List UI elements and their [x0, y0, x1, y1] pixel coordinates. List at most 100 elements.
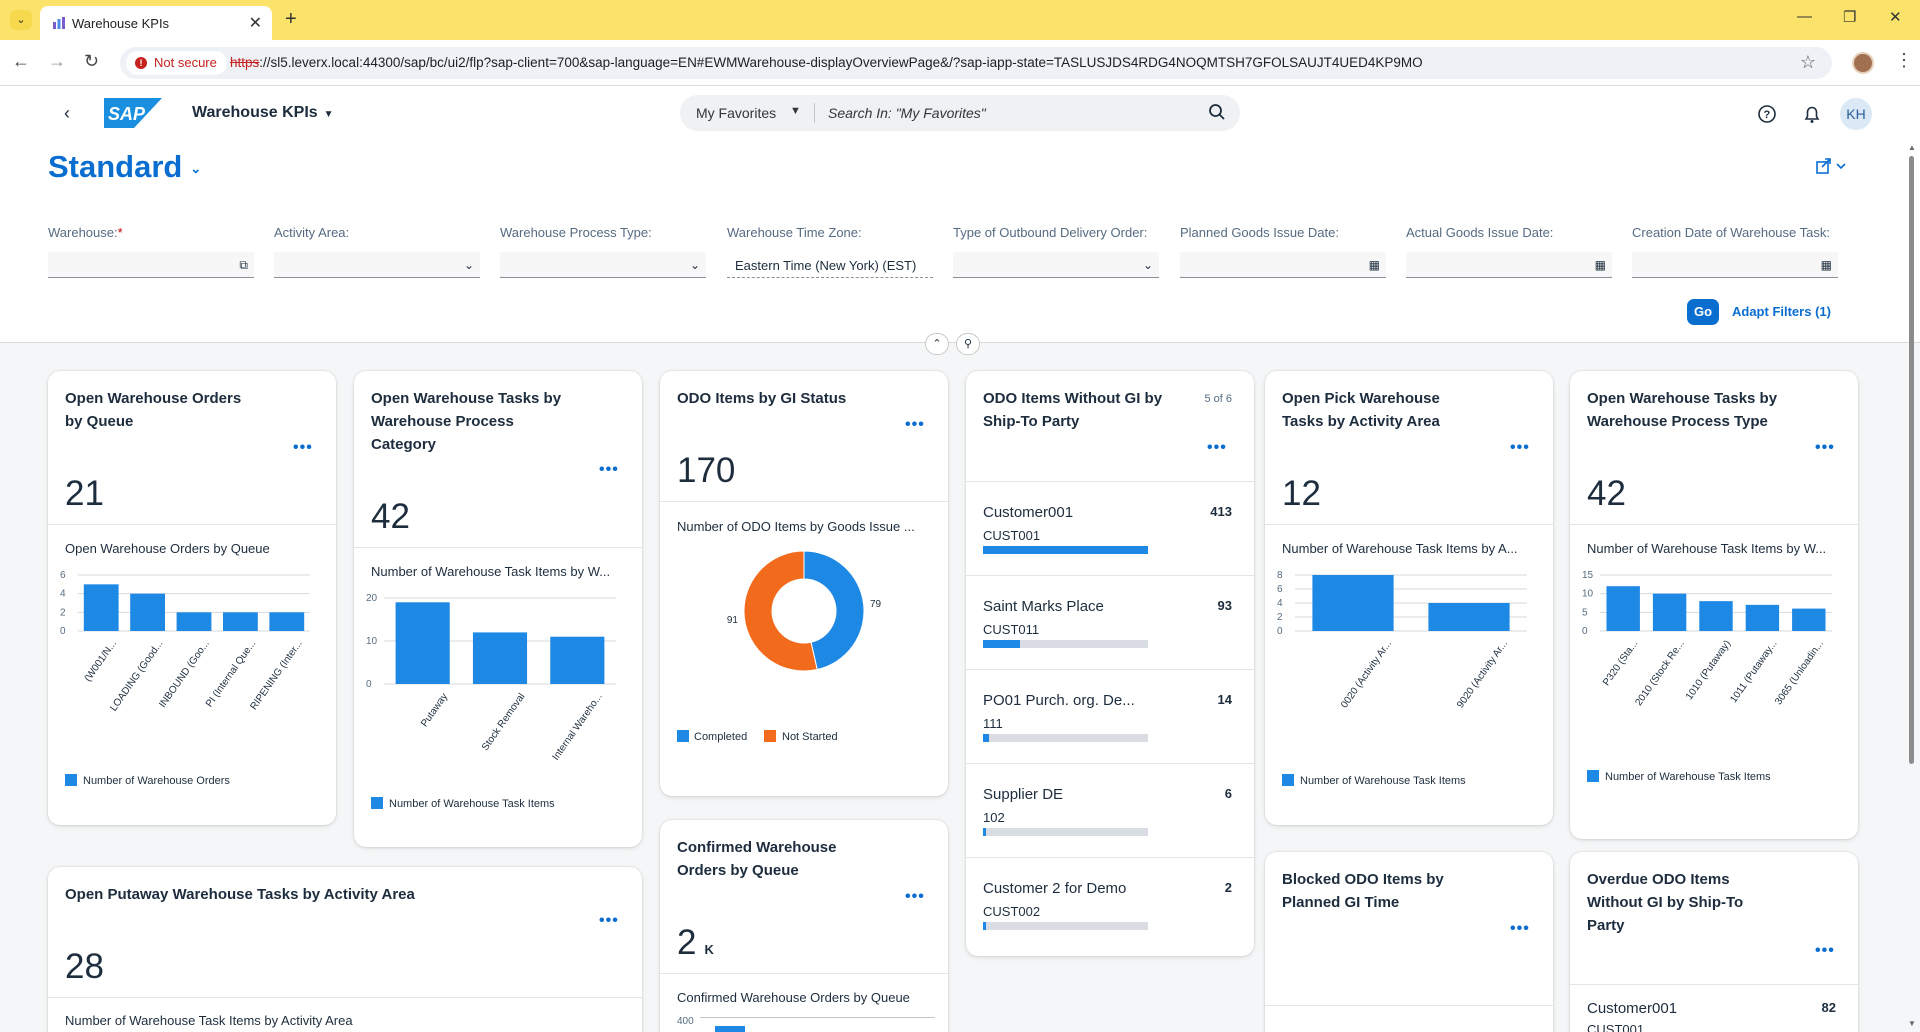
- browser-menu-icon[interactable]: ⋮: [1895, 50, 1913, 70]
- scrollbar-thumb[interactable]: [1909, 156, 1914, 764]
- y-tick-label: 10: [366, 636, 378, 647]
- y-tick-label: 6: [1277, 584, 1283, 595]
- pin-header-icon[interactable]: ⚲: [956, 333, 980, 355]
- share-button[interactable]: [1815, 157, 1851, 177]
- help-icon[interactable]: ?: [1756, 103, 1778, 125]
- donut-slice-completed: [803, 550, 865, 671]
- more-options-icon[interactable]: •••: [1815, 439, 1835, 456]
- bookmark-star-icon[interactable]: ☆: [1799, 52, 1816, 72]
- reload-icon[interactable]: ↻: [84, 51, 100, 71]
- close-icon[interactable]: ✕: [248, 15, 262, 32]
- card-odo-items-by-gi-status[interactable]: ODO Items by GI Status ••• 170 Number of…: [660, 371, 948, 796]
- list-item-id: CUST002: [983, 904, 1041, 919]
- more-options-icon[interactable]: •••: [1207, 439, 1227, 456]
- legend-swatch: [371, 797, 383, 809]
- actual-gi-date-input[interactable]: ▦: [1406, 252, 1612, 278]
- go-button[interactable]: Go: [1687, 299, 1719, 325]
- card-blocked-odo-items[interactable]: Blocked ODO Items by Planned GI Time •••: [1265, 852, 1553, 1032]
- progress-track: [983, 828, 1148, 836]
- y-tick-label: 10: [1582, 589, 1594, 600]
- legend-label: Number of Warehouse Orders: [83, 775, 230, 787]
- chevron-down-icon[interactable]: ▼: [790, 105, 801, 117]
- time-zone-field[interactable]: Eastern Time (New York) (EST): [727, 252, 933, 278]
- warehouse-input[interactable]: ⧉: [48, 252, 254, 278]
- card-open-wo-by-queue[interactable]: Open Warehouse Orders by Queue ••• 21 Ope…: [48, 371, 336, 825]
- divider: [48, 524, 336, 525]
- url-text: https://sl5.leverx.local:44300/sap/bc/ui…: [230, 55, 1423, 70]
- variant-selector[interactable]: Standard ⌄: [48, 149, 201, 185]
- app-title-menu[interactable]: Warehouse KPIs ▼: [192, 104, 334, 122]
- value-help-icon[interactable]: ⧉: [239, 258, 248, 272]
- close-window-icon[interactable]: ✕: [1889, 9, 1902, 26]
- search-input[interactable]: Search In: "My Favorites": [828, 105, 986, 121]
- restore-icon[interactable]: ❐: [1843, 9, 1857, 26]
- tab-search-button[interactable]: ⌄: [10, 10, 32, 30]
- card-open-wt-by-process-category[interactable]: Open Warehouse Tasks by Warehouse Process…: [354, 371, 642, 847]
- more-options-icon[interactable]: •••: [599, 912, 619, 929]
- collapse-header-icon[interactable]: ⌃: [925, 333, 949, 355]
- back-nav-icon[interactable]: ‹: [64, 103, 70, 123]
- odo-type-select[interactable]: ⌄: [953, 252, 1159, 278]
- minimize-icon[interactable]: —: [1797, 8, 1812, 25]
- search-scope-select[interactable]: My Favorites: [696, 105, 777, 121]
- address-bar: ← → ↻ ! Not secure https://sl5.leverx.loc…: [0, 40, 1920, 86]
- list-item-id: CUST001: [1587, 1022, 1645, 1032]
- adapt-filters-button[interactable]: Adapt Filters (1): [1732, 304, 1831, 319]
- back-icon[interactable]: ←: [12, 51, 30, 71]
- new-tab-icon[interactable]: +: [285, 8, 297, 30]
- y-tick-label: 0: [366, 679, 372, 690]
- more-options-icon[interactable]: •••: [599, 461, 619, 478]
- card-title: Blocked ODO Items by Planned GI Time: [1282, 871, 1444, 911]
- list-item-name[interactable]: Saint Marks Place: [983, 598, 1104, 615]
- calendar-icon[interactable]: ▦: [1594, 258, 1606, 272]
- sap-logo[interactable]: SAP: [104, 98, 162, 128]
- list-item-name[interactable]: Supplier DE: [983, 786, 1064, 803]
- page-scrollbar[interactable]: ▲ ▼: [1906, 143, 1916, 1032]
- data-label: 91: [727, 615, 739, 626]
- list-item-name[interactable]: PO01 Purch. org. De...: [983, 692, 1135, 709]
- divider: [1265, 1005, 1553, 1006]
- security-badge[interactable]: ! Not secure: [126, 51, 227, 75]
- share-icon: [1816, 158, 1846, 174]
- card-odo-items-without-gi[interactable]: ODO Items Without GI by Ship-To Party 5 o…: [966, 371, 1254, 956]
- svg-text:SAP: SAP: [108, 104, 146, 124]
- more-options-icon[interactable]: •••: [1510, 439, 1530, 456]
- y-tick-label: 20: [366, 593, 378, 604]
- search-icon[interactable]: [1208, 103, 1226, 121]
- card-confirmed-wo-by-queue[interactable]: Confirmed Warehouse Orders by Queue ••• 2…: [660, 820, 948, 1032]
- calendar-icon[interactable]: ▦: [1368, 258, 1380, 272]
- more-options-icon[interactable]: •••: [905, 888, 925, 905]
- profile-avatar[interactable]: [1852, 52, 1874, 74]
- forward-icon[interactable]: →: [48, 51, 66, 71]
- more-options-icon[interactable]: •••: [905, 416, 925, 433]
- more-options-icon[interactable]: •••: [293, 439, 313, 456]
- chevron-down-icon[interactable]: ⌄: [1142, 258, 1153, 272]
- browser-tab[interactable]: Warehouse KPIs ✕: [40, 6, 272, 40]
- divider: [1570, 524, 1858, 525]
- notification-bell-icon[interactable]: [1801, 103, 1823, 125]
- card-open-putaway-wt[interactable]: Open Putaway Warehouse Tasks by Activity…: [48, 867, 642, 1032]
- process-type-select[interactable]: ⌄: [500, 252, 706, 278]
- card-title: Open Warehouse Orders by Queue: [65, 390, 242, 430]
- bar-mark: [269, 612, 305, 631]
- list-item-name[interactable]: Customer001: [1587, 1000, 1678, 1017]
- scroll-down-icon[interactable]: ▼: [1908, 1019, 1916, 1028]
- chevron-down-icon[interactable]: ⌄: [463, 258, 474, 272]
- y-tick-label: 0: [1582, 626, 1588, 637]
- more-options-icon[interactable]: •••: [1510, 920, 1530, 937]
- more-options-icon[interactable]: •••: [1815, 942, 1835, 959]
- user-avatar[interactable]: KH: [1840, 98, 1872, 130]
- planned-gi-date-input[interactable]: ▦: [1180, 252, 1386, 278]
- card-open-pick-wt-by-activity-area[interactable]: Open Pick Warehouse Tasks by Activity Are…: [1265, 371, 1553, 825]
- wt-creation-date-input[interactable]: ▦: [1632, 252, 1838, 278]
- list-item-name[interactable]: Customer 2 for Demo: [983, 880, 1127, 897]
- card-overdue-odo-items[interactable]: Overdue ODO Items Without GI by Ship-To Pa…: [1570, 852, 1858, 1032]
- scroll-up-icon[interactable]: ▲: [1908, 143, 1916, 152]
- url-field[interactable]: ! Not secure https://sl5.leverx.local:443…: [120, 47, 1832, 79]
- calendar-icon[interactable]: ▦: [1820, 258, 1832, 272]
- activity-area-select[interactable]: ⌄: [274, 252, 480, 278]
- kpi-value: 28: [65, 947, 104, 986]
- card-open-wt-by-process-type[interactable]: Open Warehouse Tasks by Warehouse Process…: [1570, 371, 1858, 839]
- list-item-name[interactable]: Customer001: [983, 504, 1074, 521]
- chevron-down-icon[interactable]: ⌄: [689, 258, 700, 272]
